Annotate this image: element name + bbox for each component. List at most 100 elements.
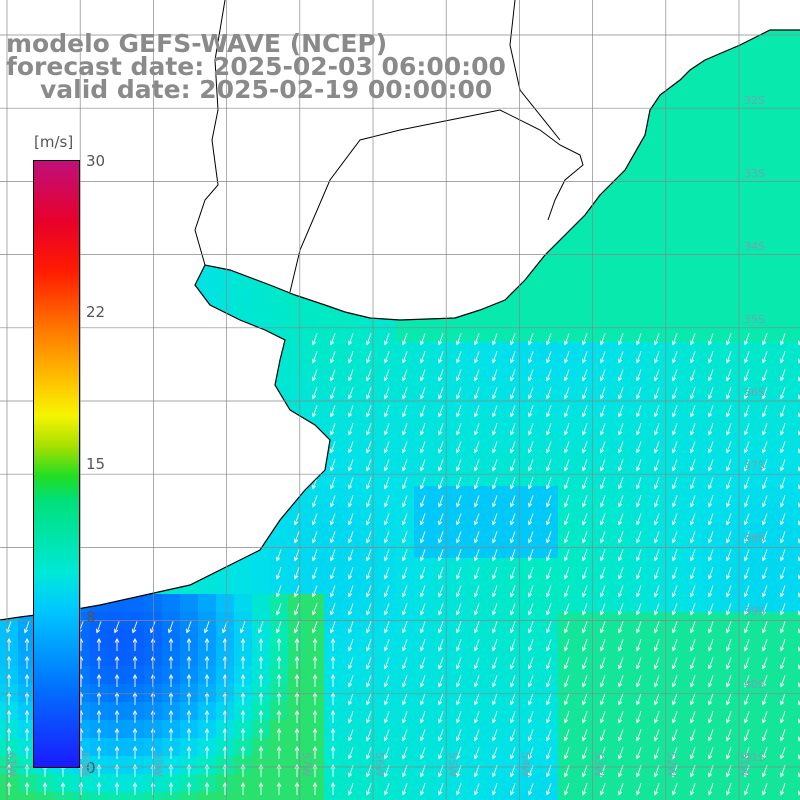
lon-label: 59W xyxy=(152,752,165,777)
wind-arrow xyxy=(653,477,660,490)
wind-cell xyxy=(306,792,325,800)
wind-cell xyxy=(216,288,235,307)
wind-cell xyxy=(792,594,800,613)
wind-arrow xyxy=(581,639,588,652)
wind-cell xyxy=(216,594,235,613)
wind-arrow xyxy=(635,405,642,418)
wind-cell xyxy=(684,666,703,685)
wind-cell xyxy=(738,468,757,487)
wind-cell xyxy=(612,342,631,361)
wind-arrow xyxy=(779,495,786,508)
wind-arrow xyxy=(401,729,408,742)
wind-cell xyxy=(648,396,667,415)
wind-cell xyxy=(792,540,800,559)
wind-cell xyxy=(594,576,613,595)
wind-arrow xyxy=(725,531,732,544)
wind-arrow xyxy=(527,729,534,742)
wind-cell xyxy=(234,792,253,800)
wind-arrow xyxy=(635,351,642,364)
wind-cell xyxy=(558,342,577,361)
wind-cell xyxy=(756,378,775,397)
wind-arrow xyxy=(671,387,678,400)
wind-arrow xyxy=(455,513,462,526)
wind-arrow xyxy=(617,351,624,364)
wind-arrow xyxy=(114,656,120,669)
wind-cell xyxy=(612,396,631,415)
wind-cell xyxy=(522,630,541,649)
wind-arrow xyxy=(707,369,714,382)
wind-arrow xyxy=(437,387,444,400)
wind-cell xyxy=(504,630,523,649)
wind-cell xyxy=(684,234,703,253)
wind-cell xyxy=(792,126,800,145)
wind-arrow xyxy=(527,405,534,418)
wind-cell xyxy=(576,414,595,433)
wind-cell xyxy=(306,612,325,631)
wind-cell xyxy=(342,486,361,505)
wind-arrow xyxy=(347,423,354,436)
wind-cell xyxy=(684,216,703,235)
wind-arrow xyxy=(599,711,606,724)
wind-arrow xyxy=(168,710,174,723)
wind-arrow xyxy=(707,513,714,526)
wind-arrow xyxy=(599,585,606,598)
wind-arrow xyxy=(653,513,660,526)
wind-cell xyxy=(432,594,451,613)
wind-arrow xyxy=(455,783,462,796)
lon-label: 53W xyxy=(592,752,605,777)
wind-cell xyxy=(378,738,397,757)
wind-arrow xyxy=(509,603,516,616)
wind-cell xyxy=(666,540,685,559)
wind-arrow xyxy=(707,549,714,562)
wind-cell xyxy=(450,414,469,433)
wind-arrow xyxy=(347,747,354,760)
wind-arrow xyxy=(455,351,462,364)
wind-cell xyxy=(774,648,793,667)
wind-arrow xyxy=(689,531,696,544)
wind-arrow xyxy=(761,405,768,418)
wind-cell xyxy=(378,360,397,379)
wind-arrow xyxy=(563,513,570,526)
wind-cell xyxy=(738,666,757,685)
wind-cell xyxy=(324,468,343,487)
wind-cell xyxy=(468,414,487,433)
wind-cell xyxy=(630,612,649,631)
wind-arrow xyxy=(150,728,156,741)
wind-arrow xyxy=(509,585,516,598)
wind-cell xyxy=(792,216,800,235)
wind-cell xyxy=(540,684,559,703)
wind-cell xyxy=(720,342,739,361)
wind-cell xyxy=(630,684,649,703)
wind-cell xyxy=(558,558,577,577)
wind-cell xyxy=(504,504,523,523)
wind-cell xyxy=(576,396,595,415)
wind-arrow xyxy=(24,638,30,651)
wind-arrow xyxy=(401,567,408,580)
wind-arrow xyxy=(563,783,570,796)
wind-cell xyxy=(468,684,487,703)
wind-cell xyxy=(630,198,649,217)
wind-cell xyxy=(756,342,775,361)
wind-arrow xyxy=(581,495,588,508)
lat-label: 40S xyxy=(744,678,765,691)
wind-arrow xyxy=(240,638,246,651)
wind-arrow xyxy=(293,549,300,562)
wind-arrow xyxy=(545,747,552,760)
wind-arrow xyxy=(671,729,678,742)
wind-arrow xyxy=(383,621,390,634)
colorbar-tick-0: 0 xyxy=(86,759,96,777)
wind-cell xyxy=(558,576,577,595)
wind-cell xyxy=(450,666,469,685)
wind-cell xyxy=(738,540,757,559)
wind-cell xyxy=(702,252,721,271)
wind-cell xyxy=(594,198,613,217)
wind-arrow xyxy=(509,621,516,634)
wind-arrow xyxy=(150,674,156,687)
wind-cell xyxy=(774,414,793,433)
wind-arrow xyxy=(635,621,642,634)
wind-cell xyxy=(684,468,703,487)
wind-arrow xyxy=(725,693,732,706)
wind-cell xyxy=(378,630,397,649)
wind-cell xyxy=(450,792,469,800)
